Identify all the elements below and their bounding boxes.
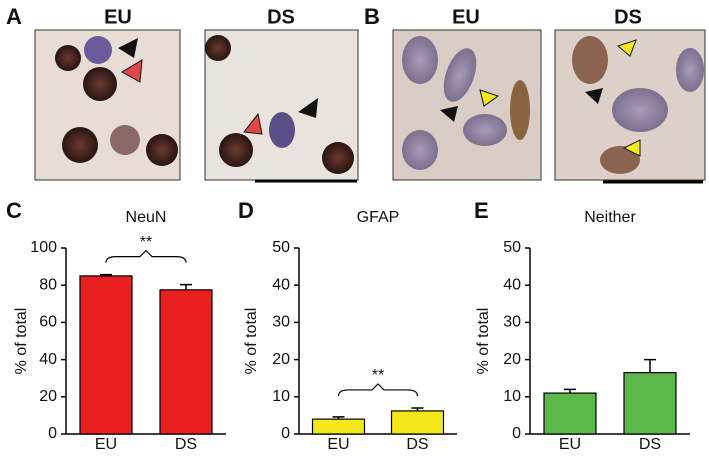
bar — [311, 418, 366, 435]
image-label: DS — [267, 6, 295, 28]
panel-label: C — [6, 198, 22, 223]
y-tick-label: 40 — [503, 276, 521, 293]
micrograph-b-ds — [554, 29, 706, 184]
y-tick-label: 30 — [272, 314, 290, 331]
micrograph-b-eu — [392, 29, 542, 181]
panel-label: A — [6, 4, 22, 29]
y-tick-label: 20 — [272, 351, 290, 368]
y-tick-label: 80 — [39, 276, 57, 293]
y-tick-label: 10 — [503, 388, 521, 405]
significance-bracket — [337, 383, 419, 397]
y-tick-label: 40 — [272, 276, 290, 293]
micrograph-a-ds — [204, 29, 359, 183]
x-tick-label: DS — [175, 436, 197, 453]
y-tick-label: 50 — [272, 239, 290, 256]
image-label: EU — [452, 6, 480, 28]
significance-label: ** — [372, 367, 384, 384]
panel-label: B — [364, 4, 380, 29]
error-bar — [332, 416, 345, 420]
bar — [159, 289, 213, 435]
x-tick-label: DS — [639, 436, 661, 453]
y-axis-label: % of total — [13, 308, 30, 375]
significance-bracket — [105, 249, 187, 263]
y-tick-label: 0 — [281, 425, 290, 442]
error-bar — [564, 388, 576, 394]
y-tick-label: 30 — [503, 314, 521, 331]
y-tick-label: 40 — [39, 351, 57, 368]
y-axis-label: % of total — [475, 308, 492, 375]
chart-title: GFAP — [357, 209, 400, 226]
y-tick-label: 0 — [512, 425, 521, 442]
panel-label: E — [474, 198, 489, 223]
x-tick-label: EU — [95, 436, 117, 453]
y-tick-label: 20 — [39, 388, 57, 405]
y-tick-label: 60 — [39, 314, 57, 331]
y-tick-label: 0 — [48, 425, 57, 442]
panel-label: D — [238, 198, 254, 223]
chart-title: NeuN — [126, 209, 167, 226]
y-axis-label: % of total — [243, 308, 260, 375]
image-label: DS — [614, 6, 642, 28]
micrograph-a-eu — [34, 29, 181, 181]
y-tick-label: 20 — [503, 351, 521, 368]
significance-label: ** — [140, 234, 152, 251]
chart-title: Neither — [584, 209, 636, 226]
bar — [390, 410, 445, 435]
x-tick-label: EU — [327, 436, 349, 453]
error-bar — [644, 358, 656, 373]
image-label: EU — [104, 6, 132, 28]
y-tick-label: 10 — [272, 388, 290, 405]
y-tick-label: 100 — [30, 239, 57, 256]
bar — [543, 392, 597, 435]
bar — [79, 275, 133, 435]
y-tick-label: 50 — [503, 239, 521, 256]
error-bar — [411, 407, 424, 411]
error-bar — [100, 273, 112, 276]
x-tick-label: EU — [559, 436, 581, 453]
error-bar — [180, 283, 192, 290]
bar — [623, 372, 677, 435]
x-tick-label: DS — [406, 436, 428, 453]
